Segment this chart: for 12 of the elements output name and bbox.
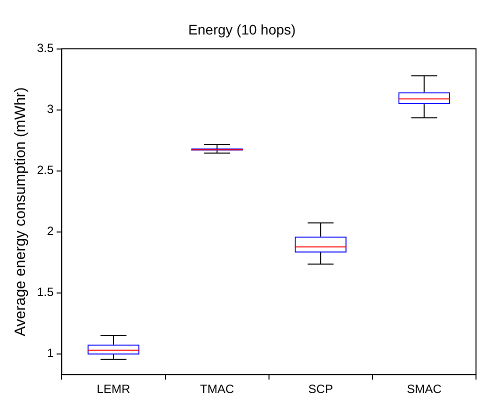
y-tick-label: 3 — [46, 102, 54, 116]
y-axis-title: Average energy consumption (mWhr) — [12, 87, 30, 336]
y-tick-label: 3.5 — [36, 41, 54, 56]
x-tick-label: LEMR — [96, 382, 130, 396]
chart-title: Energy (10 hops) — [188, 21, 296, 38]
x-tick-label: TMAC — [200, 382, 234, 396]
y-tick-label: 2 — [46, 224, 54, 238]
y-tick-label: 1 — [46, 346, 54, 360]
x-tick-label: SMAC — [406, 382, 442, 396]
x-tick-label: SCP — [308, 382, 333, 396]
y-tick-label: 1.5 — [36, 285, 54, 300]
y-tick-label: 2.5 — [36, 163, 54, 178]
